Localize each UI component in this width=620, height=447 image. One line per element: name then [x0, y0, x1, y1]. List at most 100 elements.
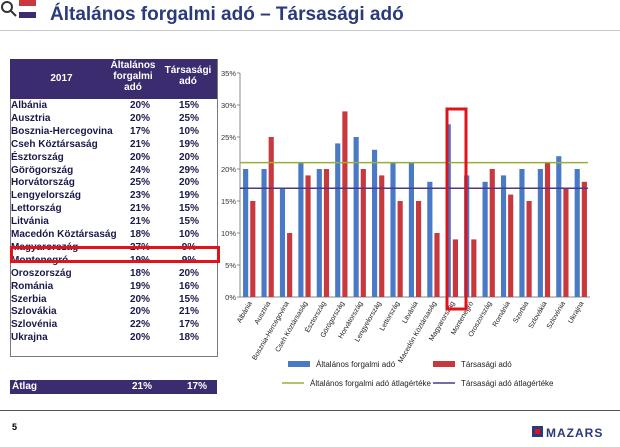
vat-value: 21%: [129, 138, 150, 150]
cit-bar: [305, 175, 311, 297]
cit-value: 15%: [178, 216, 199, 228]
country-name: Oroszország: [11, 267, 72, 279]
y-tick-label: 35%: [221, 69, 236, 78]
vat-bar: [390, 162, 396, 297]
cit-value: 15%: [178, 293, 199, 305]
x-tick-label: Ausztria: [254, 300, 273, 325]
vat-value: 20%: [129, 293, 150, 305]
legend-vat: Általános forgalmi adó: [288, 360, 396, 369]
y-tick-label: 0%: [225, 293, 236, 302]
country-name: Lengyelország: [11, 190, 82, 202]
cit-bar: [489, 169, 495, 297]
cit-bar: [379, 175, 385, 297]
y-tick-label: 5%: [225, 261, 236, 270]
table-row: Románia 19% 16%: [11, 281, 216, 294]
average-label: Átlag: [12, 381, 37, 392]
cit-value: 10%: [178, 229, 199, 240]
vat-value: 20%: [129, 306, 150, 318]
country-name: Bosznia-Hercegovina: [11, 125, 113, 137]
table-row: Szlovénia 22% 17%: [11, 319, 216, 332]
average-cit: 17%: [187, 381, 208, 392]
x-tick-label: Litvánia: [402, 300, 420, 324]
table-header: 2017 Általános forgalmi adó Társasági ad…: [10, 59, 217, 99]
title-divider: [0, 30, 620, 31]
cit-bar: [434, 233, 440, 297]
vat-bar: [519, 169, 525, 297]
cit-value: 20%: [178, 177, 199, 189]
country-name: Cseh Köztársaság: [11, 138, 98, 150]
mazars-logo-icon: [532, 426, 543, 437]
vat-value: 25%: [129, 177, 150, 189]
y-tick-label: 30%: [221, 101, 236, 110]
vat-value: 19%: [129, 280, 150, 292]
vat-value: 23%: [129, 190, 150, 202]
legend-cit-swatch: [433, 361, 455, 367]
col1-header: Általános forgalmi adó: [107, 60, 159, 93]
cit-bar: [397, 201, 403, 297]
col2-header-line: adó: [179, 76, 197, 87]
table-row: Észtország 20% 20%: [11, 152, 216, 165]
table-row: Lettország 21% 15%: [11, 203, 216, 216]
cit-value: 10%: [178, 125, 199, 137]
cit-value: 21%: [178, 306, 199, 318]
country-name: Litvánia: [11, 216, 49, 228]
cit-value: 19%: [178, 138, 199, 150]
table-row: Macedón Köztársaság 18% 10%: [11, 229, 216, 242]
chart-highlight: [445, 107, 468, 311]
legend-vat-average: Általános forgalmi adó átlagértéke: [282, 379, 432, 388]
vat-value: 20%: [129, 112, 150, 124]
country-name: Észtország: [11, 151, 64, 163]
logo-mark: [0, 0, 36, 18]
vat-bar: [482, 181, 488, 297]
average-row: Átlag 21% 17%: [10, 380, 217, 394]
x-tick-label: Albánia: [236, 300, 254, 324]
vat-bar: [574, 169, 580, 297]
country-name: Lettország: [11, 203, 62, 215]
legend-cit-average-label: Társasági adó átlagértéke: [461, 379, 554, 388]
cit-bar: [581, 181, 587, 297]
cit-value: 29%: [178, 164, 199, 176]
vat-bar: [556, 156, 562, 297]
brand-name: MAZARS: [546, 426, 604, 440]
average-lines: [240, 161, 588, 189]
vat-bar: [500, 175, 507, 297]
vat-bar: [243, 169, 249, 297]
y-tick-label: 20%: [221, 165, 236, 174]
cit-value: 15%: [178, 203, 199, 215]
cit-value: 20%: [178, 267, 199, 279]
country-name: Szlovákia: [11, 306, 57, 318]
average-vat: 21%: [132, 381, 153, 392]
legend-vat-label: Általános forgalmi adó: [316, 360, 396, 369]
country-name: Románia: [11, 280, 54, 292]
cit-bar: [287, 233, 293, 297]
cit-bar: [323, 169, 330, 297]
page-title: Általános forgalmi adó – Társasági adó: [50, 4, 404, 25]
y-tick-label: 25%: [221, 133, 236, 142]
legend-cit-average: Társasági adó átlagértéke: [433, 379, 554, 388]
col1-header-line: Általános: [110, 60, 156, 71]
cit-value: 18%: [178, 332, 199, 344]
table-row: Lengyelország 23% 19%: [11, 190, 216, 203]
vat-bar: [316, 169, 322, 297]
vat-value: 18%: [129, 267, 150, 279]
cit-bar: [342, 111, 348, 298]
cit-value: 20%: [178, 151, 199, 163]
table-row: Horvátország 25% 20%: [11, 177, 216, 190]
page-number: 5: [12, 422, 18, 432]
legend-vat-swatch: [288, 361, 310, 367]
cit-bar: [563, 188, 569, 297]
vat-value: 20%: [129, 100, 150, 111]
cit-bar: [250, 201, 256, 297]
table-highlight: [10, 246, 220, 263]
cit-bar: [508, 194, 514, 297]
country-name: Horvátország: [11, 177, 75, 189]
vat-value: 24%: [129, 164, 150, 176]
country-name: Macedón Köztársaság: [11, 229, 117, 240]
vat-value: 21%: [129, 203, 150, 215]
cit-value: 17%: [178, 319, 199, 331]
cit-bar: [471, 239, 477, 297]
vat-bar: [261, 169, 267, 297]
year-header: 2017: [50, 73, 73, 84]
